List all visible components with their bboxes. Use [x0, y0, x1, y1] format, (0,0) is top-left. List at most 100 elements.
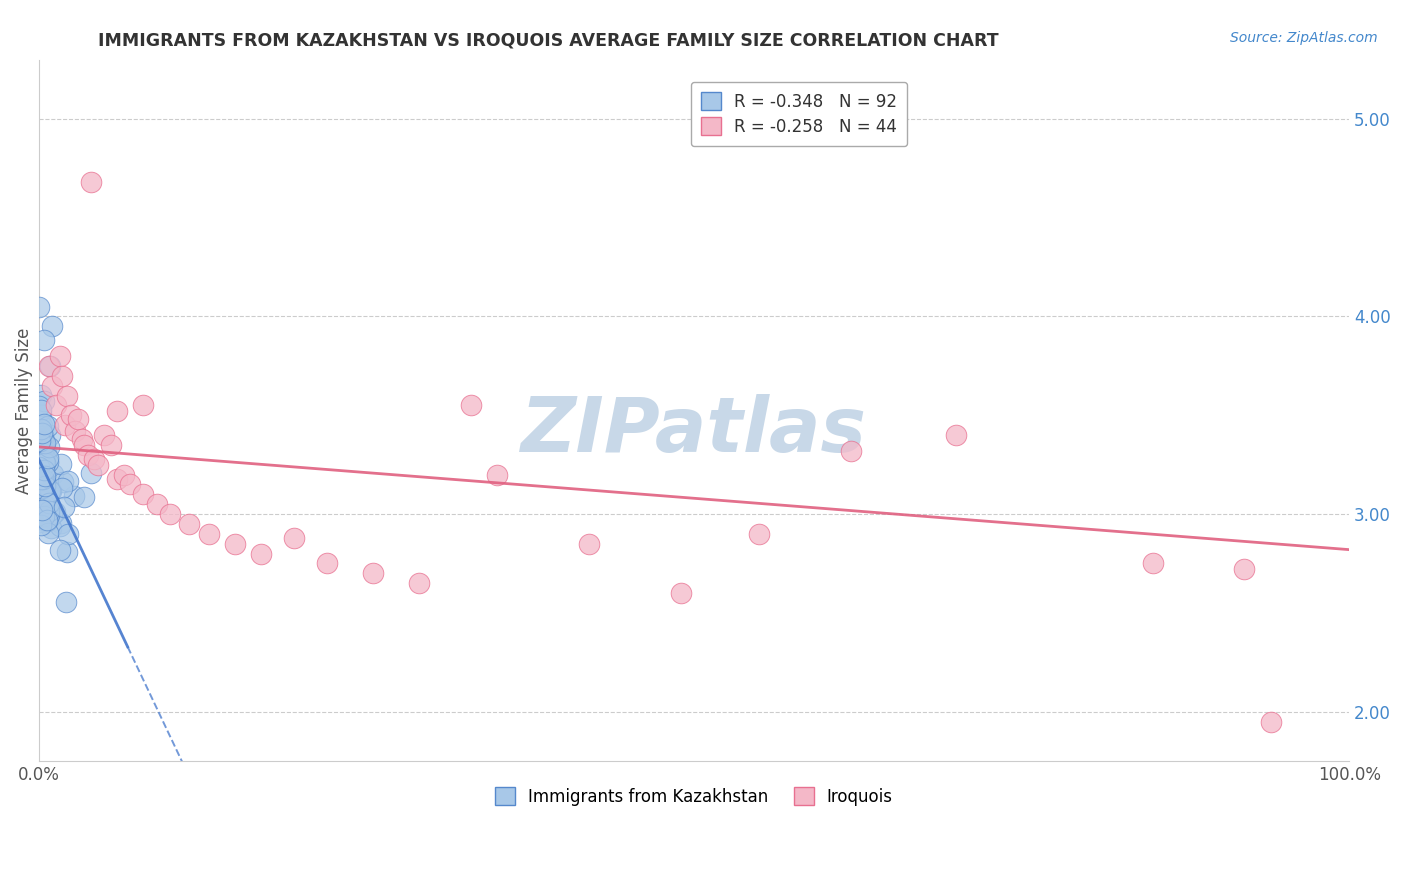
Point	[32, 463, 55, 477]
Point	[31, 481, 53, 495]
Point	[32, 431, 55, 445]
Point	[41, 508, 63, 522]
Point	[112, 467, 135, 482]
Point	[62, 489, 84, 503]
Point	[35, 514, 58, 528]
Point	[32, 417, 55, 431]
Point	[578, 537, 600, 551]
Point	[31, 478, 53, 492]
Point	[39, 484, 62, 499]
Point	[34, 442, 56, 456]
Point	[30, 475, 52, 490]
Point	[35, 508, 58, 523]
Point	[30, 407, 52, 421]
Text: ZIPatlas: ZIPatlas	[520, 394, 868, 468]
Point	[38, 485, 60, 500]
Point	[100, 438, 122, 452]
Point	[86, 458, 108, 472]
Point	[31, 459, 53, 474]
Point	[38, 483, 60, 498]
Point	[28, 300, 51, 314]
Point	[28, 433, 51, 447]
Point	[52, 475, 75, 490]
Point	[28, 515, 51, 529]
Point	[30, 500, 52, 514]
Point	[34, 456, 56, 470]
Point	[32, 456, 55, 470]
Point	[31, 418, 53, 433]
Point	[30, 402, 52, 417]
Point	[198, 526, 221, 541]
Point	[41, 378, 63, 392]
Point	[48, 349, 70, 363]
Point	[56, 527, 79, 541]
Point	[38, 359, 60, 373]
Point	[30, 518, 52, 533]
Point	[37, 451, 59, 466]
Point	[39, 428, 62, 442]
Point	[53, 418, 76, 433]
Point	[32, 513, 55, 527]
Point	[120, 477, 142, 491]
Point	[35, 477, 58, 491]
Point	[31, 472, 53, 486]
Point	[34, 445, 56, 459]
Point	[31, 443, 53, 458]
Point	[39, 359, 62, 373]
Point	[31, 503, 53, 517]
Point	[38, 500, 60, 514]
Point	[283, 531, 305, 545]
Point	[1260, 714, 1282, 729]
Point	[56, 545, 79, 559]
Point	[83, 451, 105, 466]
Point	[460, 398, 482, 412]
Point	[250, 547, 273, 561]
Point	[34, 474, 56, 488]
Point	[34, 468, 56, 483]
Point	[49, 542, 72, 557]
Point	[224, 537, 246, 551]
Point	[51, 482, 73, 496]
Point	[44, 505, 66, 519]
Point	[31, 443, 53, 458]
Point	[32, 454, 55, 468]
Point	[132, 398, 155, 412]
Point	[105, 404, 128, 418]
Point	[39, 520, 62, 534]
Point	[32, 481, 55, 495]
Point	[34, 478, 56, 492]
Point	[37, 526, 59, 541]
Point	[28, 446, 51, 460]
Point	[34, 435, 56, 450]
Point	[34, 455, 56, 469]
Point	[105, 471, 128, 485]
Point	[839, 443, 862, 458]
Point	[73, 438, 96, 452]
Point	[748, 526, 770, 541]
Point	[73, 490, 96, 504]
Y-axis label: Average Family Size: Average Family Size	[15, 327, 32, 493]
Point	[51, 368, 73, 383]
Point	[35, 513, 58, 527]
Point	[30, 454, 52, 468]
Point	[49, 519, 72, 533]
Point	[28, 431, 51, 445]
Point	[28, 460, 51, 475]
Point	[32, 394, 55, 409]
Point	[159, 507, 181, 521]
Text: IMMIGRANTS FROM KAZAKHSTAN VS IROQUOIS AVERAGE FAMILY SIZE CORRELATION CHART: IMMIGRANTS FROM KAZAKHSTAN VS IROQUOIS A…	[98, 31, 1000, 49]
Point	[132, 487, 155, 501]
Point	[66, 412, 89, 426]
Point	[42, 467, 65, 482]
Point	[34, 450, 56, 465]
Point	[30, 388, 52, 402]
Point	[38, 496, 60, 510]
Point	[28, 441, 51, 455]
Point	[49, 457, 72, 471]
Point	[65, 424, 87, 438]
Point	[80, 467, 103, 481]
Point	[37, 455, 59, 469]
Point	[35, 491, 58, 505]
Point	[37, 509, 59, 524]
Point	[34, 508, 56, 523]
